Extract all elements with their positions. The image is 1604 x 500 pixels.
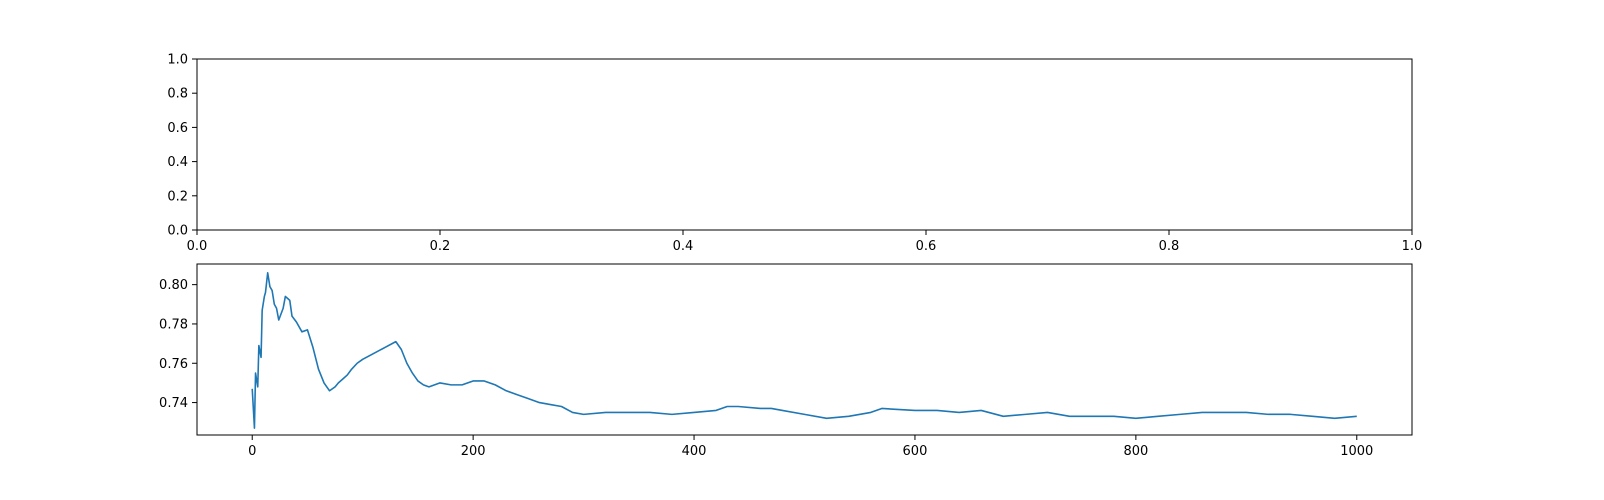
x-tick-label: 0.0	[187, 239, 208, 254]
x-tick-label: 1000	[1340, 444, 1373, 459]
y-tick-label: 0.74	[159, 396, 188, 411]
top-axes: 0.0 0.2 0.4 0.6 0.8 1.0 0.0 0.2 0.4 0.6 0.8 1.0	[167, 53, 1422, 255]
x-tick-label: 600	[903, 444, 928, 459]
x-tick-label: 0.2	[430, 239, 451, 254]
series-line-0	[251, 272, 1357, 429]
x-tick-label: 0.4	[673, 239, 694, 254]
x-tick-label: 1.0	[1402, 239, 1423, 254]
axes-frame	[196, 263, 1413, 436]
x-tick-label: 800	[1123, 444, 1148, 459]
axes-frame	[196, 58, 1413, 231]
x-tick-label: 0.8	[1159, 239, 1180, 254]
bottom-axes: 0 200 400 600 800 1000 0.74 0.76 0.78 0.80	[159, 263, 1413, 459]
x-tick-label: 0	[248, 444, 256, 459]
x-tick-label: 0.6	[916, 239, 937, 254]
y-tick-label: 0.6	[167, 121, 188, 136]
y-tick-label: 1.0	[167, 53, 188, 68]
y-tick-label: 0.4	[167, 155, 188, 170]
y-tick-label: 0.80	[159, 278, 188, 293]
y-tick-label: 0.0	[167, 224, 188, 239]
x-tick-label: 400	[682, 444, 707, 459]
y-tick-label: 0.8	[167, 87, 188, 102]
x-tick-label: 200	[461, 444, 486, 459]
y-tick-label: 0.78	[159, 317, 188, 332]
y-tick-label: 0.2	[167, 189, 188, 204]
y-tick-label: 0.76	[159, 357, 188, 372]
